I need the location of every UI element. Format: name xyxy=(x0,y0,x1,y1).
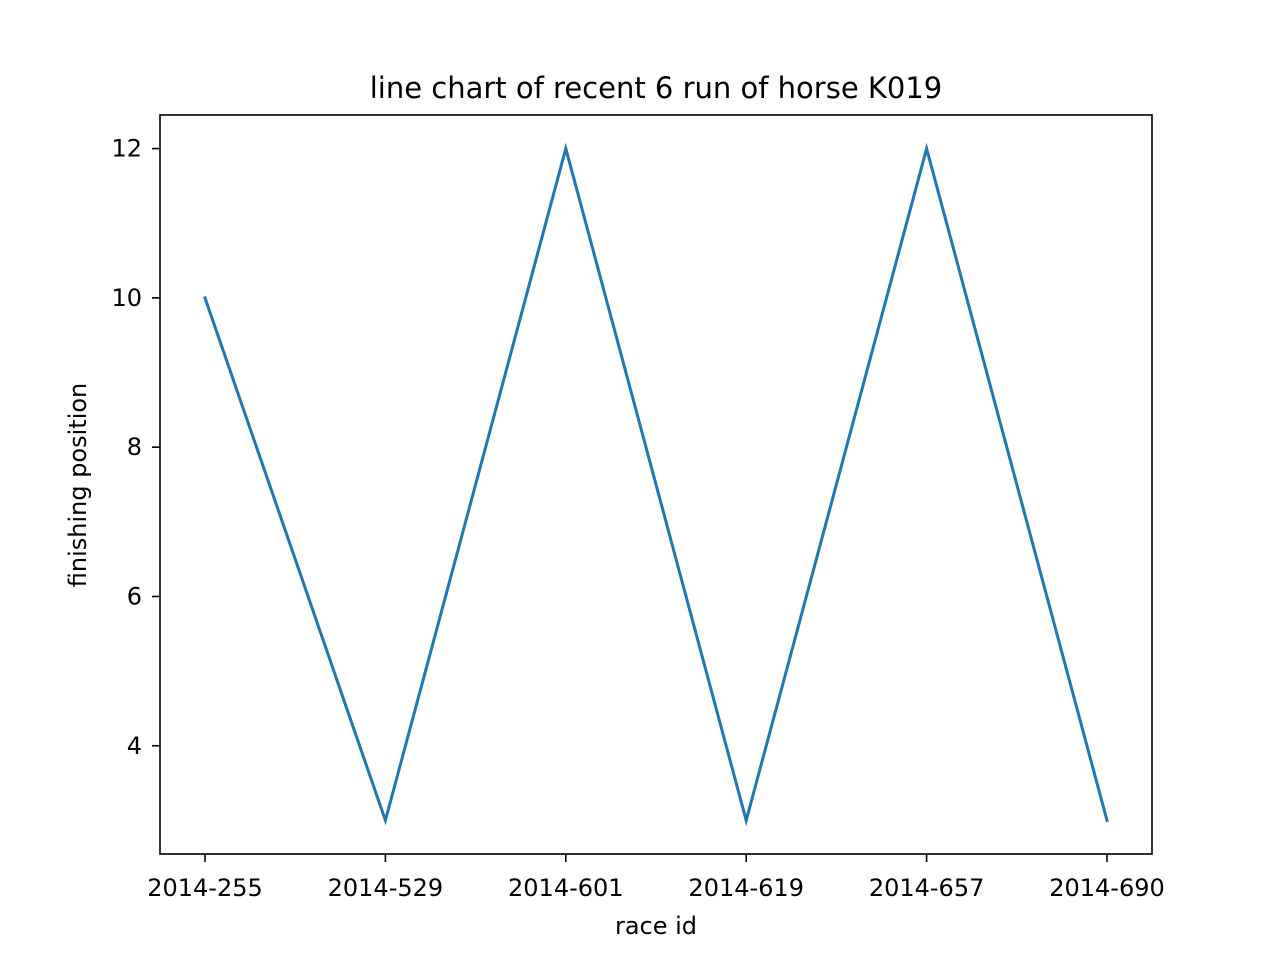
data-point xyxy=(565,148,567,150)
x-tick-label: 2014-255 xyxy=(147,874,263,902)
data-point xyxy=(204,297,206,299)
chart-title: line chart of recent 6 run of horse K019 xyxy=(370,71,943,105)
x-tick-label: 2014-601 xyxy=(508,874,624,902)
y-tick-label: 8 xyxy=(127,433,142,461)
y-tick-label: 4 xyxy=(127,732,142,760)
data-point xyxy=(745,819,747,821)
x-tick-label: 2014-529 xyxy=(328,874,444,902)
y-axis-label: finishing position xyxy=(64,383,92,588)
x-tick-label: 2014-619 xyxy=(688,874,804,902)
x-axis-label: race id xyxy=(615,912,697,940)
series-line xyxy=(203,142,1109,827)
plot-area xyxy=(203,142,1109,827)
data-point xyxy=(384,819,386,821)
x-tick-label: 2014-657 xyxy=(869,874,985,902)
axes-frame xyxy=(159,114,1153,855)
y-tick-label: 10 xyxy=(111,284,142,312)
x-tick-label: 2014-690 xyxy=(1049,874,1165,902)
y-tick-label: 6 xyxy=(127,582,142,610)
axis-ticks: 2014-255 2014-529 2014-601 2014-619 2014-657… xyxy=(111,135,1164,902)
y-tick-label: 12 xyxy=(111,135,142,163)
data-point xyxy=(1106,819,1108,821)
data-point xyxy=(926,148,928,150)
